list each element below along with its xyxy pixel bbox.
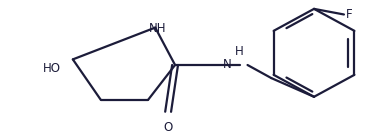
Text: O: O bbox=[164, 121, 173, 134]
Text: NH: NH bbox=[148, 22, 166, 35]
Text: F: F bbox=[346, 8, 352, 21]
Text: HO: HO bbox=[43, 62, 61, 75]
Text: H: H bbox=[235, 45, 244, 58]
Text: N: N bbox=[223, 58, 232, 72]
